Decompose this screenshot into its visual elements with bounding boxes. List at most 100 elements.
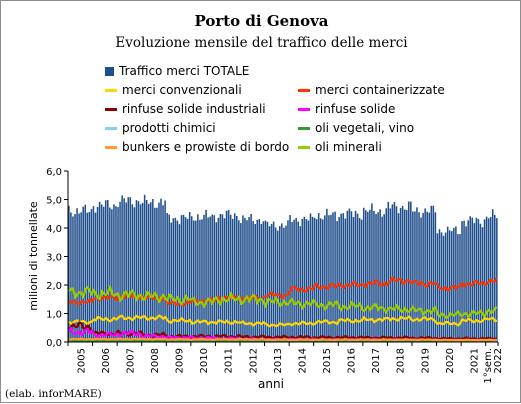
bar — [410, 202, 412, 342]
bar — [412, 212, 414, 342]
bar — [392, 204, 394, 342]
bar — [484, 219, 486, 342]
bar — [416, 207, 418, 342]
series-line — [69, 339, 497, 341]
bar — [199, 220, 201, 342]
bar — [103, 207, 105, 342]
x-tick-label: 2021 — [469, 348, 480, 373]
bar — [394, 202, 396, 342]
bar — [342, 213, 344, 342]
bar — [203, 215, 205, 342]
bar — [492, 209, 494, 342]
bar — [404, 209, 406, 342]
bar — [379, 209, 381, 342]
bar — [340, 214, 342, 342]
bar — [478, 219, 480, 342]
bar — [173, 218, 175, 342]
bar — [97, 207, 99, 342]
bar — [289, 215, 291, 342]
bar — [156, 208, 158, 342]
bar — [132, 204, 134, 342]
bar — [146, 200, 148, 342]
bar — [240, 223, 242, 342]
bar — [117, 207, 119, 342]
bar — [396, 206, 398, 342]
y-tick-label: 1,0 — [46, 310, 62, 321]
x-tick-label: 2011 — [224, 348, 235, 373]
bar — [121, 195, 123, 342]
bar — [154, 208, 156, 342]
x-tick-label: 2008 — [150, 348, 161, 373]
bar — [482, 227, 484, 342]
bar — [385, 208, 387, 342]
bar — [181, 215, 183, 342]
bar — [449, 230, 451, 342]
bar — [322, 219, 324, 342]
bar — [142, 203, 144, 342]
bar — [324, 215, 326, 342]
x-tick-label: 2019 — [420, 348, 431, 373]
bar — [400, 208, 402, 342]
bar — [426, 212, 428, 342]
bar — [195, 221, 197, 342]
x-tick-label: 2015 — [322, 348, 333, 373]
bar — [359, 218, 361, 342]
bar — [101, 204, 103, 342]
bar — [318, 213, 320, 342]
x-tick-label: 2005 — [76, 348, 87, 373]
bar — [469, 216, 471, 342]
bar — [428, 213, 430, 342]
bar — [187, 219, 189, 342]
bar — [197, 214, 199, 342]
bar — [459, 234, 461, 342]
x-tick-label: 2006 — [101, 348, 112, 373]
y-tick-label: 2,0 — [46, 281, 62, 292]
bar — [164, 200, 166, 342]
x-axis-label: anni — [258, 377, 284, 391]
bar — [95, 213, 97, 342]
bar — [390, 208, 392, 342]
bar — [486, 217, 488, 342]
x-tick-label: 2016 — [347, 348, 358, 373]
x-tick-label: 2017 — [371, 348, 382, 373]
bar — [201, 219, 203, 342]
y-axis-label: milioni di tonnellate — [27, 201, 40, 311]
x-tick-label: 2013 — [273, 348, 284, 373]
bar — [383, 214, 385, 342]
bar — [347, 211, 349, 342]
bar — [177, 221, 179, 342]
y-tick-label: 3,0 — [46, 253, 62, 264]
bar — [365, 210, 367, 342]
bar — [363, 208, 365, 342]
x-tick-label: 2018 — [396, 348, 407, 373]
bar — [185, 217, 187, 342]
bar — [357, 214, 359, 342]
bar — [127, 197, 129, 342]
bar — [437, 233, 439, 342]
bar — [476, 218, 478, 342]
bar — [418, 212, 420, 342]
bar — [238, 220, 240, 342]
bar — [433, 206, 435, 342]
bar — [138, 201, 140, 342]
bar — [150, 202, 152, 342]
bar — [414, 211, 416, 342]
bar — [447, 227, 449, 342]
bar — [345, 219, 347, 342]
bar — [377, 212, 379, 342]
bar — [130, 197, 132, 342]
bar — [111, 209, 113, 342]
y-tick-label: 5,0 — [46, 196, 62, 207]
bar — [369, 210, 371, 342]
x-tick-label: 2007 — [125, 348, 136, 373]
bar — [183, 215, 185, 342]
bar — [152, 199, 154, 342]
bar — [388, 202, 390, 342]
bar — [125, 202, 127, 342]
x-tick-label-part: 2022 — [493, 348, 504, 373]
bar — [170, 223, 172, 342]
bar — [375, 214, 377, 342]
y-tick-label: 6,0 — [46, 167, 62, 178]
